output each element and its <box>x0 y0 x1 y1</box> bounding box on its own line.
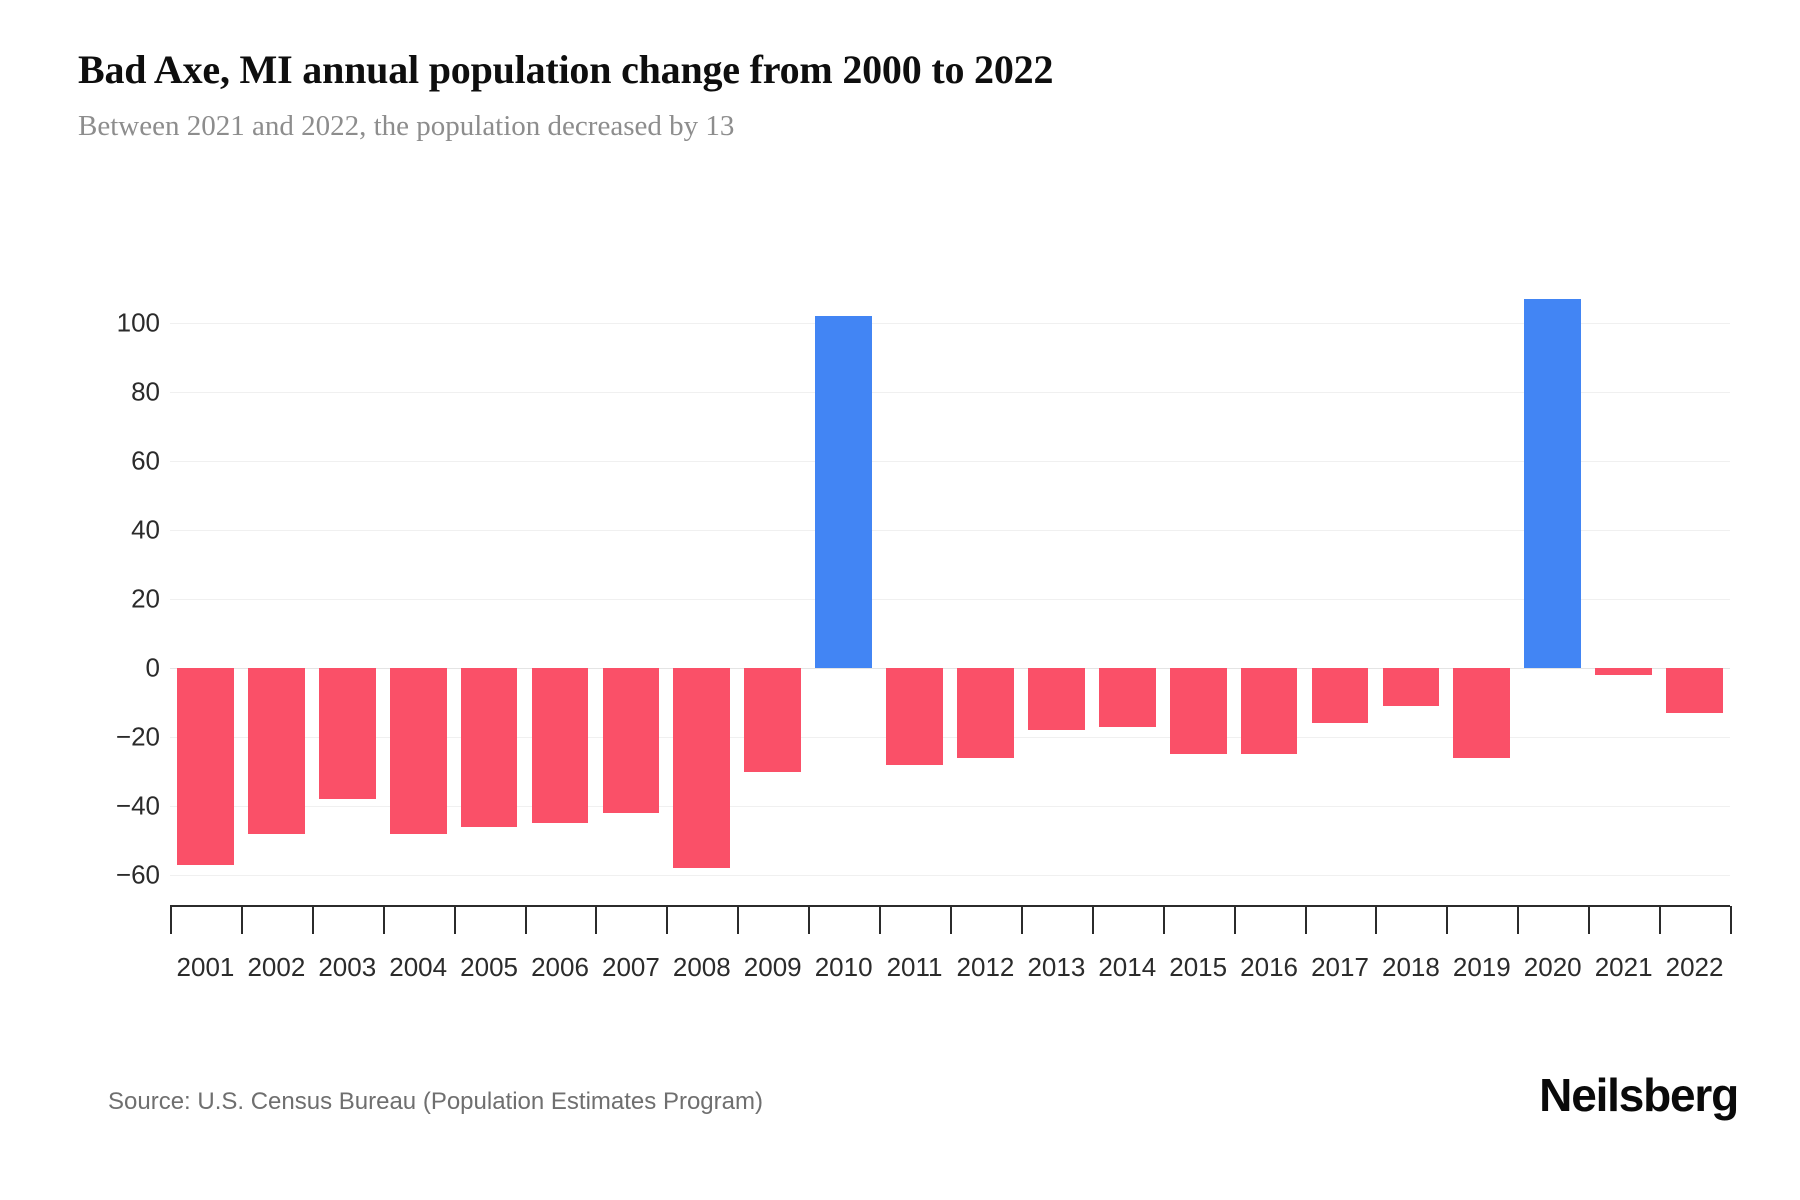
x-axis-tick-mark <box>1304 906 1307 934</box>
x-axis-tick-mark <box>453 906 456 934</box>
bar-2002[interactable] <box>248 668 305 834</box>
y-axis-tick-label: 0 <box>145 652 160 683</box>
grid-line <box>170 737 1730 738</box>
bar-2019[interactable] <box>1453 668 1511 758</box>
x-axis-tick-label: 2010 <box>814 952 873 982</box>
x-axis-tick-mark <box>1659 906 1662 934</box>
x-axis-tick-label: 2008 <box>672 952 731 982</box>
y-axis-tick-label: 20 <box>131 583 160 614</box>
x-axis-tick-mark <box>666 906 669 934</box>
chart-header: Bad Axe, MI annual population change fro… <box>78 46 1740 144</box>
grid-line <box>170 806 1730 807</box>
x-axis-tick-mark <box>879 906 882 934</box>
bar-2017[interactable] <box>1311 668 1369 724</box>
bar-2022[interactable] <box>1666 668 1723 713</box>
bar-2005[interactable] <box>460 668 518 827</box>
y-axis-tick-label: 80 <box>131 376 160 407</box>
grid-line <box>170 530 1730 531</box>
x-axis-tick-label: 2020 <box>1523 952 1582 982</box>
x-axis-tick-label: 2007 <box>601 952 660 982</box>
bar-2008[interactable] <box>673 668 731 869</box>
grid-line <box>170 323 1730 324</box>
x-axis-tick-mark <box>1020 906 1023 934</box>
grid-line <box>170 875 1730 876</box>
y-axis-tick-label: −40 <box>115 790 160 821</box>
x-axis-tick-label: 2022 <box>1665 952 1724 982</box>
source-note: Source: U.S. Census Bureau (Population E… <box>108 1088 763 1115</box>
x-axis-tick-label: 2013 <box>1027 952 1086 982</box>
zero-baseline <box>170 668 1730 669</box>
y-axis-tick-label: −60 <box>115 859 160 890</box>
bar-2016[interactable] <box>1240 668 1298 755</box>
x-axis-tick-mark <box>1517 906 1520 934</box>
x-axis-tick-mark <box>1091 906 1094 934</box>
bar-2001[interactable] <box>177 668 234 865</box>
page-title: Bad Axe, MI annual population change fro… <box>78 47 1054 92</box>
x-axis-tick-label: 2002 <box>247 952 306 982</box>
bar-2014[interactable] <box>1098 668 1156 727</box>
bar-2007[interactable] <box>602 668 660 813</box>
x-axis-tick-mark <box>737 906 740 934</box>
x-axis-tick-mark <box>1375 906 1378 934</box>
x-axis-tick-mark <box>950 906 952 934</box>
x-axis-tick-label: 2017 <box>1311 952 1369 982</box>
x-axis-tick-label: 2011 <box>886 952 943 982</box>
bar-2003[interactable] <box>318 668 376 800</box>
x-axis-tick-mark <box>1588 906 1591 934</box>
bar-2013[interactable] <box>1028 668 1085 731</box>
bar-2020[interactable] <box>1524 298 1582 668</box>
bar-2012[interactable] <box>957 668 1014 758</box>
x-axis-tick-label: 2014 <box>1098 952 1157 982</box>
x-axis-tick-label: 2012 <box>956 952 1015 982</box>
x-axis-tick-mark <box>1730 906 1732 934</box>
x-axis-tick-label: 2003 <box>318 952 377 982</box>
x-axis-tick-label: 2009 <box>743 952 802 982</box>
x-axis-tick-mark <box>170 906 172 934</box>
bar-2011[interactable] <box>886 668 943 765</box>
x-axis-tick-mark <box>524 906 527 934</box>
x-axis-tick-label: 2016 <box>1240 952 1298 982</box>
y-axis-tick-label: −20 <box>115 721 160 752</box>
bar-2015[interactable] <box>1169 668 1227 755</box>
x-axis-tick-mark <box>1233 906 1236 934</box>
chart-subtitle: Between 2021 and 2022, the population de… <box>78 110 735 143</box>
x-axis-tick-label: 2001 <box>176 952 235 982</box>
bar-2021[interactable] <box>1595 668 1652 675</box>
x-axis-tick-label: 2021 <box>1594 952 1653 982</box>
y-axis-tick-label: 40 <box>131 514 160 545</box>
x-axis-tick-mark <box>382 906 385 934</box>
x-axis-tick-label: 2018 <box>1381 952 1440 982</box>
brand-logo: Neilsberg <box>1539 1069 1739 1121</box>
bar-2009[interactable] <box>744 668 802 772</box>
grid-line <box>170 461 1730 462</box>
x-axis-tick-label: 2004 <box>389 952 448 982</box>
x-axis-tick-label: 2005 <box>460 952 518 982</box>
x-axis-tick-label: 2015 <box>1169 952 1228 982</box>
x-axis-tick-mark <box>240 906 243 934</box>
y-axis-tick-label: 60 <box>131 445 160 476</box>
bar-2004[interactable] <box>389 668 447 834</box>
x-axis-tick-mark <box>808 906 811 934</box>
x-axis-tick-label: 2019 <box>1452 952 1511 982</box>
grid-line <box>170 599 1730 600</box>
grid-line <box>170 392 1730 393</box>
bar-2010[interactable] <box>815 316 872 668</box>
x-axis-tick-mark <box>1162 906 1165 934</box>
bar-2018[interactable] <box>1382 668 1440 706</box>
bar-2006[interactable] <box>531 668 589 824</box>
x-axis-tick-mark <box>1446 906 1449 934</box>
x-axis-tick-label: 2006 <box>531 952 589 982</box>
y-axis-tick-label: 100 <box>116 307 160 338</box>
x-axis-tick-mark <box>595 906 598 934</box>
x-axis-tick-mark <box>311 906 314 934</box>
